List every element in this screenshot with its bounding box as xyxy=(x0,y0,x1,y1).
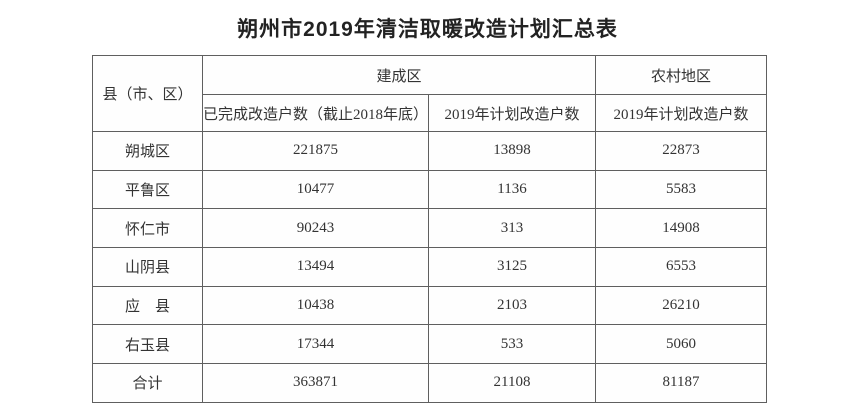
row-plan-rural-cell: 14908 xyxy=(595,208,768,249)
row-county-cell: 平鲁区 xyxy=(92,169,203,210)
row-completed-cell: 17344 xyxy=(202,324,429,365)
row-completed-cell: 13494 xyxy=(202,247,429,287)
row-plan-built-cell: 2103 xyxy=(427,285,597,326)
row-county-cell: 应 县 xyxy=(92,285,203,326)
table-body: 朔城区 221875 13898 22873 平鲁区 10477 1136 5583 怀仁市 90… xyxy=(92,131,768,403)
header-row-2: 已完成改造户数（截止2018年底） 2019年计划改造户数 2019年计划改造户… xyxy=(93,94,768,132)
row-plan-built-cell: 1136 xyxy=(427,169,597,210)
summary-table: 县（市、区） 建成区 农村地区 已完成改造户数（截止2018年底） 2019年计… xyxy=(92,55,768,403)
row-plan-built-cell: 3125 xyxy=(427,247,597,287)
row-county-cell: 右玉县 xyxy=(92,324,203,365)
row-county-cell: 朔城区 xyxy=(92,131,203,171)
table-row: 合计 363871 21108 81187 xyxy=(92,363,768,403)
row-completed-cell: 10438 xyxy=(202,285,429,326)
header-plan-2019-rural: 2019年计划改造户数 xyxy=(595,94,768,132)
row-county-cell: 怀仁市 xyxy=(92,208,203,249)
row-plan-rural-cell: 26210 xyxy=(595,285,768,326)
table-row: 平鲁区 10477 1136 5583 xyxy=(92,169,768,210)
row-completed-cell: 10477 xyxy=(202,169,429,210)
row-plan-built-cell: 313 xyxy=(427,208,597,249)
header-row-1: 县（市、区） 建成区 农村地区 xyxy=(92,55,768,132)
row-plan-rural-cell: 5583 xyxy=(595,169,768,210)
row-plan-rural-cell: 6553 xyxy=(595,247,768,287)
table-row: 应 县 10438 2103 26210 xyxy=(92,285,768,326)
row-completed-cell: 221875 xyxy=(202,131,429,171)
row-county-cell: 山阴县 xyxy=(92,247,203,287)
header-county: 县（市、区） xyxy=(92,55,203,132)
header-completed-by-end-2018: 已完成改造户数（截止2018年底） xyxy=(202,94,429,132)
row-plan-rural-cell: 81187 xyxy=(595,363,768,403)
header-rural-area: 农村地区 xyxy=(595,55,768,95)
row-completed-cell: 90243 xyxy=(202,208,429,249)
table-row: 山阴县 13494 3125 6553 xyxy=(92,247,768,287)
row-plan-built-cell: 533 xyxy=(427,324,597,365)
table-row: 右玉县 17344 533 5060 xyxy=(92,324,768,365)
row-county-cell: 合计 xyxy=(92,363,203,403)
row-completed-cell: 363871 xyxy=(202,363,429,403)
header-plan-2019-built: 2019年计划改造户数 xyxy=(427,94,597,132)
row-plan-rural-cell: 22873 xyxy=(595,131,768,171)
header-built-up-area: 建成区 xyxy=(201,55,597,95)
table-row: 怀仁市 90243 313 14908 xyxy=(92,208,768,249)
row-plan-built-cell: 13898 xyxy=(427,131,597,171)
row-plan-rural-cell: 5060 xyxy=(595,324,768,365)
page-title: 朔州市2019年清洁取暖改造计划汇总表 xyxy=(237,18,618,41)
table-row: 朔城区 221875 13898 22873 xyxy=(92,131,768,171)
table-header: 县（市、区） 建成区 农村地区 已完成改造户数（截止2018年底） 2019年计… xyxy=(92,55,768,132)
row-plan-built-cell: 21108 xyxy=(427,363,597,403)
